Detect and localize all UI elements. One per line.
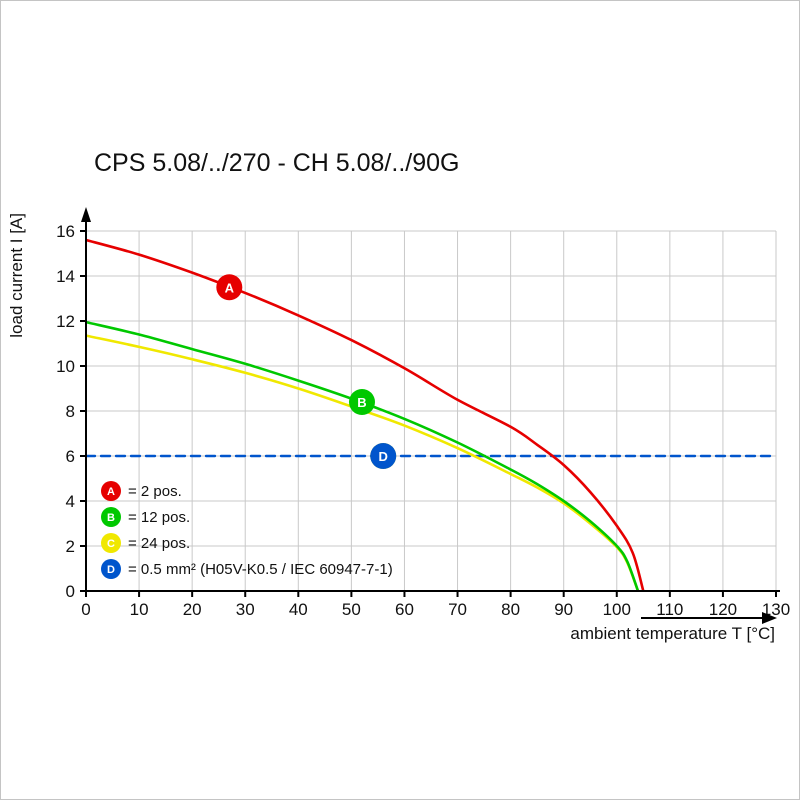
curve-C [86, 334, 640, 592]
legend-letter-C: C [107, 538, 115, 550]
x-tick-label: 10 [130, 600, 149, 619]
legend-label-B: = 12 pos. [128, 509, 190, 526]
marker-D [370, 443, 397, 469]
y-tick-label: 2 [66, 537, 75, 556]
curve-B [86, 320, 640, 592]
y-axis-arrowhead [81, 207, 91, 222]
y-tick-label: 6 [66, 447, 75, 466]
marker-B [349, 389, 375, 415]
curve-A [86, 238, 645, 592]
x-tick-label: 90 [554, 600, 573, 619]
x-tick-label: 120 [709, 600, 737, 619]
x-axis-label: ambient temperature T [°C] [570, 624, 775, 643]
x-tick-label: 40 [289, 600, 308, 619]
marker-A [216, 274, 243, 301]
legend-swatch-D [101, 559, 121, 579]
x-tick-label: 80 [501, 600, 520, 619]
y-tick-label: 14 [56, 267, 75, 286]
x-tick-label: 20 [183, 600, 202, 619]
x-axis-arrowhead [762, 612, 777, 624]
y-tick-label: 16 [56, 222, 75, 241]
y-tick-label: 12 [56, 312, 75, 331]
x-tick-label: 70 [448, 600, 467, 619]
legend-label-A: = 2 pos. [128, 483, 182, 500]
x-tick-label: 100 [603, 600, 631, 619]
legend-swatch-C [101, 533, 121, 553]
x-tick-label: 30 [236, 600, 255, 619]
marker-letter-B: B [357, 395, 366, 410]
legend-swatch-A [101, 481, 121, 501]
legend-swatch-B [101, 507, 121, 527]
x-tick-label: 60 [395, 600, 414, 619]
marker-letter-D: D [379, 449, 388, 464]
y-tick-label: 0 [66, 582, 75, 601]
legend-label-D: = 0.5 mm² (H05V-K0.5 / IEC 60947-7-1) [128, 561, 393, 578]
marker-letter-A: A [225, 280, 235, 295]
x-tick-label: 50 [342, 600, 361, 619]
chart-title: CPS 5.08/../270 - CH 5.08/../90G [94, 149, 460, 177]
y-tick-label: 8 [66, 402, 75, 421]
legend-label-C: = 24 pos. [128, 535, 190, 552]
legend-letter-B: B [107, 512, 115, 524]
y-tick-label: 10 [56, 357, 75, 376]
legend-letter-D: D [107, 564, 115, 576]
x-tick-label: 130 [762, 600, 790, 619]
x-tick-label: 0 [81, 600, 90, 619]
y-tick-label: 4 [66, 492, 75, 511]
legend-letter-A: A [107, 486, 115, 498]
x-tick-label: 110 [656, 600, 683, 619]
